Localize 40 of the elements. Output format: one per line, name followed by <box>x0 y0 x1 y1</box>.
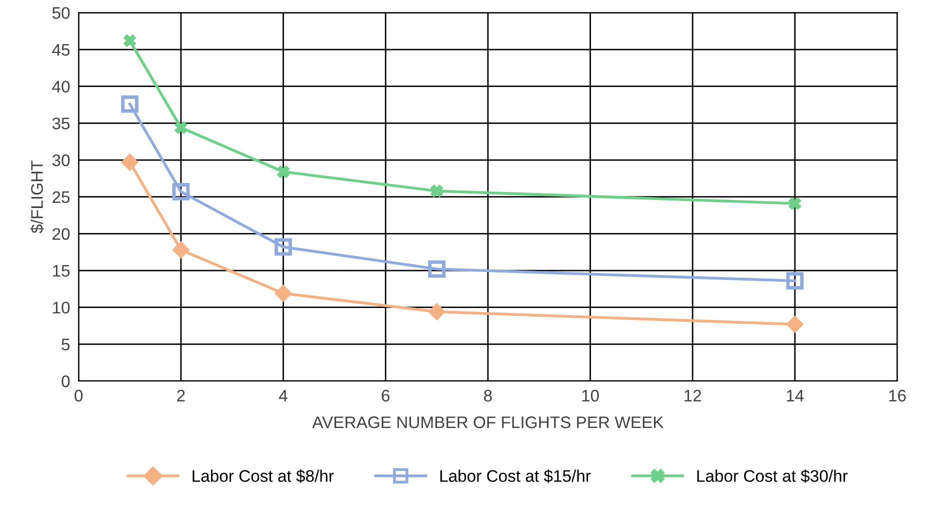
x-tick-label: 4 <box>279 390 288 402</box>
point <box>121 154 138 171</box>
x-axis-title: AVERAGE NUMBER OF FLIGHTS PER WEEK <box>312 416 664 428</box>
point <box>172 241 190 258</box>
x-tick-label: 10 <box>582 390 599 402</box>
y-axis-title: $/FLIGHT <box>30 160 44 234</box>
x-tick-label: 6 <box>382 390 390 402</box>
y-tick-label: 20 <box>52 228 70 240</box>
point <box>428 260 446 278</box>
x-tick-label: 12 <box>684 390 702 402</box>
y-tick-label: 30 <box>52 154 70 166</box>
point <box>174 121 188 134</box>
x-tick-label: 0 <box>74 390 83 402</box>
x-tick-label: 14 <box>786 390 804 402</box>
x-tick-label: 16 <box>889 390 906 402</box>
y-tick-label: 15 <box>53 265 70 277</box>
y-tick-label: 25 <box>52 191 70 204</box>
point <box>124 34 136 47</box>
point <box>786 272 804 290</box>
x-tick-label: 8 <box>484 390 492 402</box>
y-tick-label: 40 <box>52 80 70 93</box>
y-tick-label: 5 <box>62 338 70 350</box>
legend-label: Labor Cost at $30/hr <box>697 469 848 483</box>
point <box>277 166 290 178</box>
y-tick-label: 45 <box>52 44 70 56</box>
x-tick-label: 2 <box>177 390 185 402</box>
point <box>428 303 446 320</box>
point <box>274 238 292 256</box>
point <box>788 197 802 210</box>
point <box>172 183 190 200</box>
point <box>786 316 804 333</box>
y-tick-label: 35 <box>52 118 70 130</box>
point <box>121 95 138 113</box>
legend-label: Labor Cost at $8/hr <box>192 469 334 483</box>
point <box>274 284 292 302</box>
y-tick-label: 50 <box>52 7 70 19</box>
y-tick-label: 10 <box>53 302 70 314</box>
point <box>430 184 444 198</box>
y-tick-label: 0 <box>62 375 70 388</box>
legend-label: Labor Cost at $15/hr <box>440 469 591 483</box>
